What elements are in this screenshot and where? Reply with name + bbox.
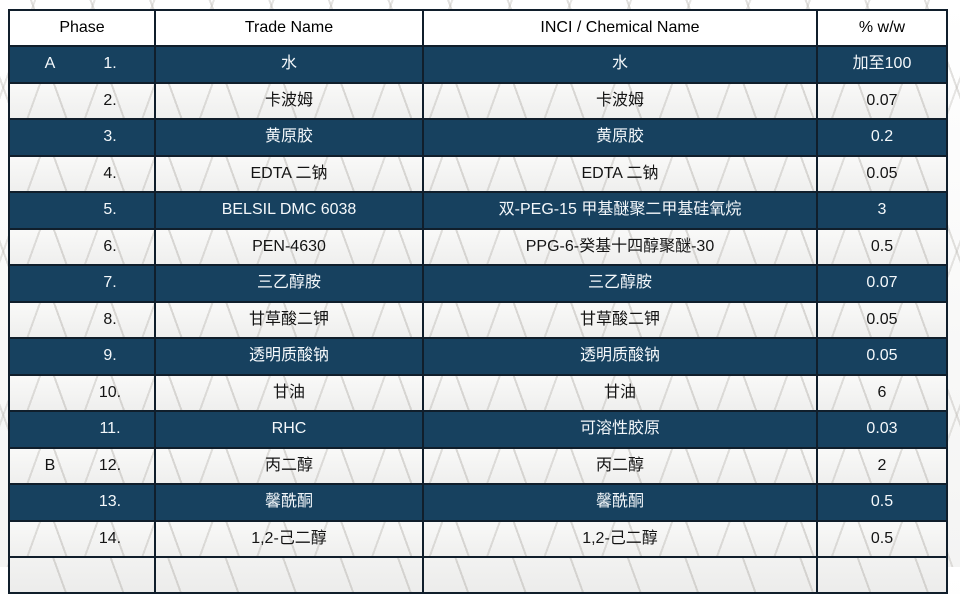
ingredient-number: 6. bbox=[103, 237, 117, 255]
inci-name-cell: PPG-6-癸基十四醇聚醚-30 bbox=[424, 229, 818, 264]
phase-cell: 10. bbox=[10, 375, 156, 410]
ingredient-number: 7. bbox=[103, 274, 117, 292]
phase-cell: 5. bbox=[10, 193, 156, 228]
trade-name-cell: BELSIL DMC 6038 bbox=[156, 193, 424, 228]
column-header-trade-name: Trade Name bbox=[156, 11, 424, 45]
trade-name-cell: PEN-4630 bbox=[156, 229, 424, 264]
percent-cell: 3 bbox=[877, 201, 887, 219]
inci-name-cell bbox=[424, 558, 818, 592]
phase-cell: 7. bbox=[10, 266, 156, 301]
table-row: 7. 三乙醇胺 三乙醇胺 0.07 bbox=[10, 266, 946, 303]
percent-cell: 0.5 bbox=[870, 493, 894, 511]
table-row: 11. RHC 可溶性胶原 0.03 bbox=[10, 412, 946, 449]
inci-name-cell: 1,2-己二醇 bbox=[424, 521, 818, 556]
percent-cell: 2 bbox=[877, 456, 887, 474]
percent-cell: 6 bbox=[877, 383, 887, 401]
column-header-percent-ww: % w/w bbox=[858, 19, 906, 36]
table-row: 5. BELSIL DMC 6038 双-PEG-15 甲基醚聚二甲基硅氧烷 3 bbox=[10, 193, 946, 230]
phase-letter: A bbox=[44, 55, 56, 73]
phase-cell: A 1. bbox=[10, 47, 156, 82]
table-row: A 1. 水 水 加至100 bbox=[10, 47, 946, 84]
ingredient-number: 8. bbox=[103, 310, 117, 328]
column-header-inci-chemical-name: INCI / Chemical Name bbox=[424, 11, 818, 45]
column-header-phase: Phase bbox=[10, 11, 156, 45]
trade-name-cell: 黄原胶 bbox=[156, 120, 424, 155]
phase-letter: B bbox=[44, 456, 56, 474]
percent-cell: 0.07 bbox=[866, 274, 898, 292]
inci-name-cell: 双-PEG-15 甲基醚聚二甲基硅氧烷 bbox=[424, 193, 818, 228]
inci-name-cell: 三乙醇胺 bbox=[424, 266, 818, 301]
ingredient-number: 10. bbox=[98, 383, 122, 401]
phase-cell: 2. bbox=[10, 83, 156, 118]
ingredient-number: 12. bbox=[98, 456, 122, 474]
table-row: 10. 甘油 甘油 6 bbox=[10, 375, 946, 412]
trade-name-cell: 1,2-己二醇 bbox=[156, 521, 424, 556]
ingredient-number: 11. bbox=[99, 420, 121, 438]
table-row: 3. 黄原胶 黄原胶 0.2 bbox=[10, 120, 946, 157]
percent-cell: 0.07 bbox=[866, 91, 898, 109]
phase-cell: 6. bbox=[10, 229, 156, 264]
trade-name-cell bbox=[156, 558, 424, 592]
table-row: 14. 1,2-己二醇 1,2-己二醇 0.5 bbox=[10, 521, 946, 558]
table-row: 6. PEN-4630 PPG-6-癸基十四醇聚醚-30 0.5 bbox=[10, 229, 946, 266]
phase-cell: 13. bbox=[10, 485, 156, 520]
phase-cell: 9. bbox=[10, 339, 156, 374]
ingredient-number: 4. bbox=[103, 164, 117, 182]
ingredient-number: 13. bbox=[98, 493, 122, 511]
table-header-row: Phase Trade Name INCI / Chemical Name % … bbox=[10, 11, 946, 47]
ingredient-number: 3. bbox=[103, 128, 117, 146]
inci-name-cell: 甘草酸二钾 bbox=[424, 302, 818, 337]
phase-cell: 14. bbox=[10, 521, 156, 556]
inci-name-cell: 馨酰酮 bbox=[424, 485, 818, 520]
percent-cell: 0.05 bbox=[866, 310, 898, 328]
percent-cell: 0.2 bbox=[870, 128, 894, 146]
inci-name-cell: 可溶性胶原 bbox=[424, 412, 818, 447]
percent-cell: 0.5 bbox=[870, 529, 894, 547]
trade-name-cell: 馨酰酮 bbox=[156, 485, 424, 520]
inci-name-cell: 黄原胶 bbox=[424, 120, 818, 155]
trade-name-cell: 甘油 bbox=[156, 375, 424, 410]
phase-cell bbox=[10, 558, 156, 592]
table-row: 2. 卡波姆 卡波姆 0.07 bbox=[10, 83, 946, 120]
trade-name-cell: 三乙醇胺 bbox=[156, 266, 424, 301]
trade-name-cell: EDTA 二钠 bbox=[156, 156, 424, 191]
inci-name-cell: 卡波姆 bbox=[424, 83, 818, 118]
phase-cell: 4. bbox=[10, 156, 156, 191]
ingredient-number: 9. bbox=[103, 347, 117, 365]
percent-cell: 0.03 bbox=[866, 420, 898, 438]
inci-name-cell: 甘油 bbox=[424, 375, 818, 410]
trade-name-cell: 卡波姆 bbox=[156, 83, 424, 118]
trade-name-cell: 丙二醇 bbox=[156, 448, 424, 483]
ingredient-number: 14. bbox=[98, 529, 122, 547]
inci-name-cell: EDTA 二钠 bbox=[424, 156, 818, 191]
table-row: 4. EDTA 二钠 EDTA 二钠 0.05 bbox=[10, 156, 946, 193]
inci-name-cell: 水 bbox=[424, 47, 818, 82]
trade-name-cell: 水 bbox=[156, 47, 424, 82]
ingredient-number: 1. bbox=[103, 55, 117, 73]
phase-cell: B 12. bbox=[10, 448, 156, 483]
percent-cell: 0.5 bbox=[870, 237, 894, 255]
phase-cell: 11. bbox=[10, 412, 156, 447]
percent-cell: 0.05 bbox=[866, 347, 898, 365]
trade-name-cell: RHC bbox=[156, 412, 424, 447]
trade-name-cell: 透明质酸钠 bbox=[156, 339, 424, 374]
ingredient-number: 2. bbox=[103, 91, 117, 109]
table-row: B 12. 丙二醇 丙二醇 2 bbox=[10, 448, 946, 485]
table-row-cutoff bbox=[10, 558, 946, 592]
trade-name-cell: 甘草酸二钾 bbox=[156, 302, 424, 337]
formulation-table: Phase Trade Name INCI / Chemical Name % … bbox=[8, 9, 948, 594]
ingredient-number: 5. bbox=[103, 201, 117, 219]
table-row: 8. 甘草酸二钾 甘草酸二钾 0.05 bbox=[10, 302, 946, 339]
table-row: 13. 馨酰酮 馨酰酮 0.5 bbox=[10, 485, 946, 522]
inci-name-cell: 丙二醇 bbox=[424, 448, 818, 483]
phase-cell: 3. bbox=[10, 120, 156, 155]
phase-cell: 8. bbox=[10, 302, 156, 337]
table-row: 9. 透明质酸钠 透明质酸钠 0.05 bbox=[10, 339, 946, 376]
percent-cell bbox=[818, 558, 946, 592]
percent-cell: 0.05 bbox=[866, 164, 898, 182]
inci-name-cell: 透明质酸钠 bbox=[424, 339, 818, 374]
percent-cell: 加至100 bbox=[852, 55, 912, 73]
